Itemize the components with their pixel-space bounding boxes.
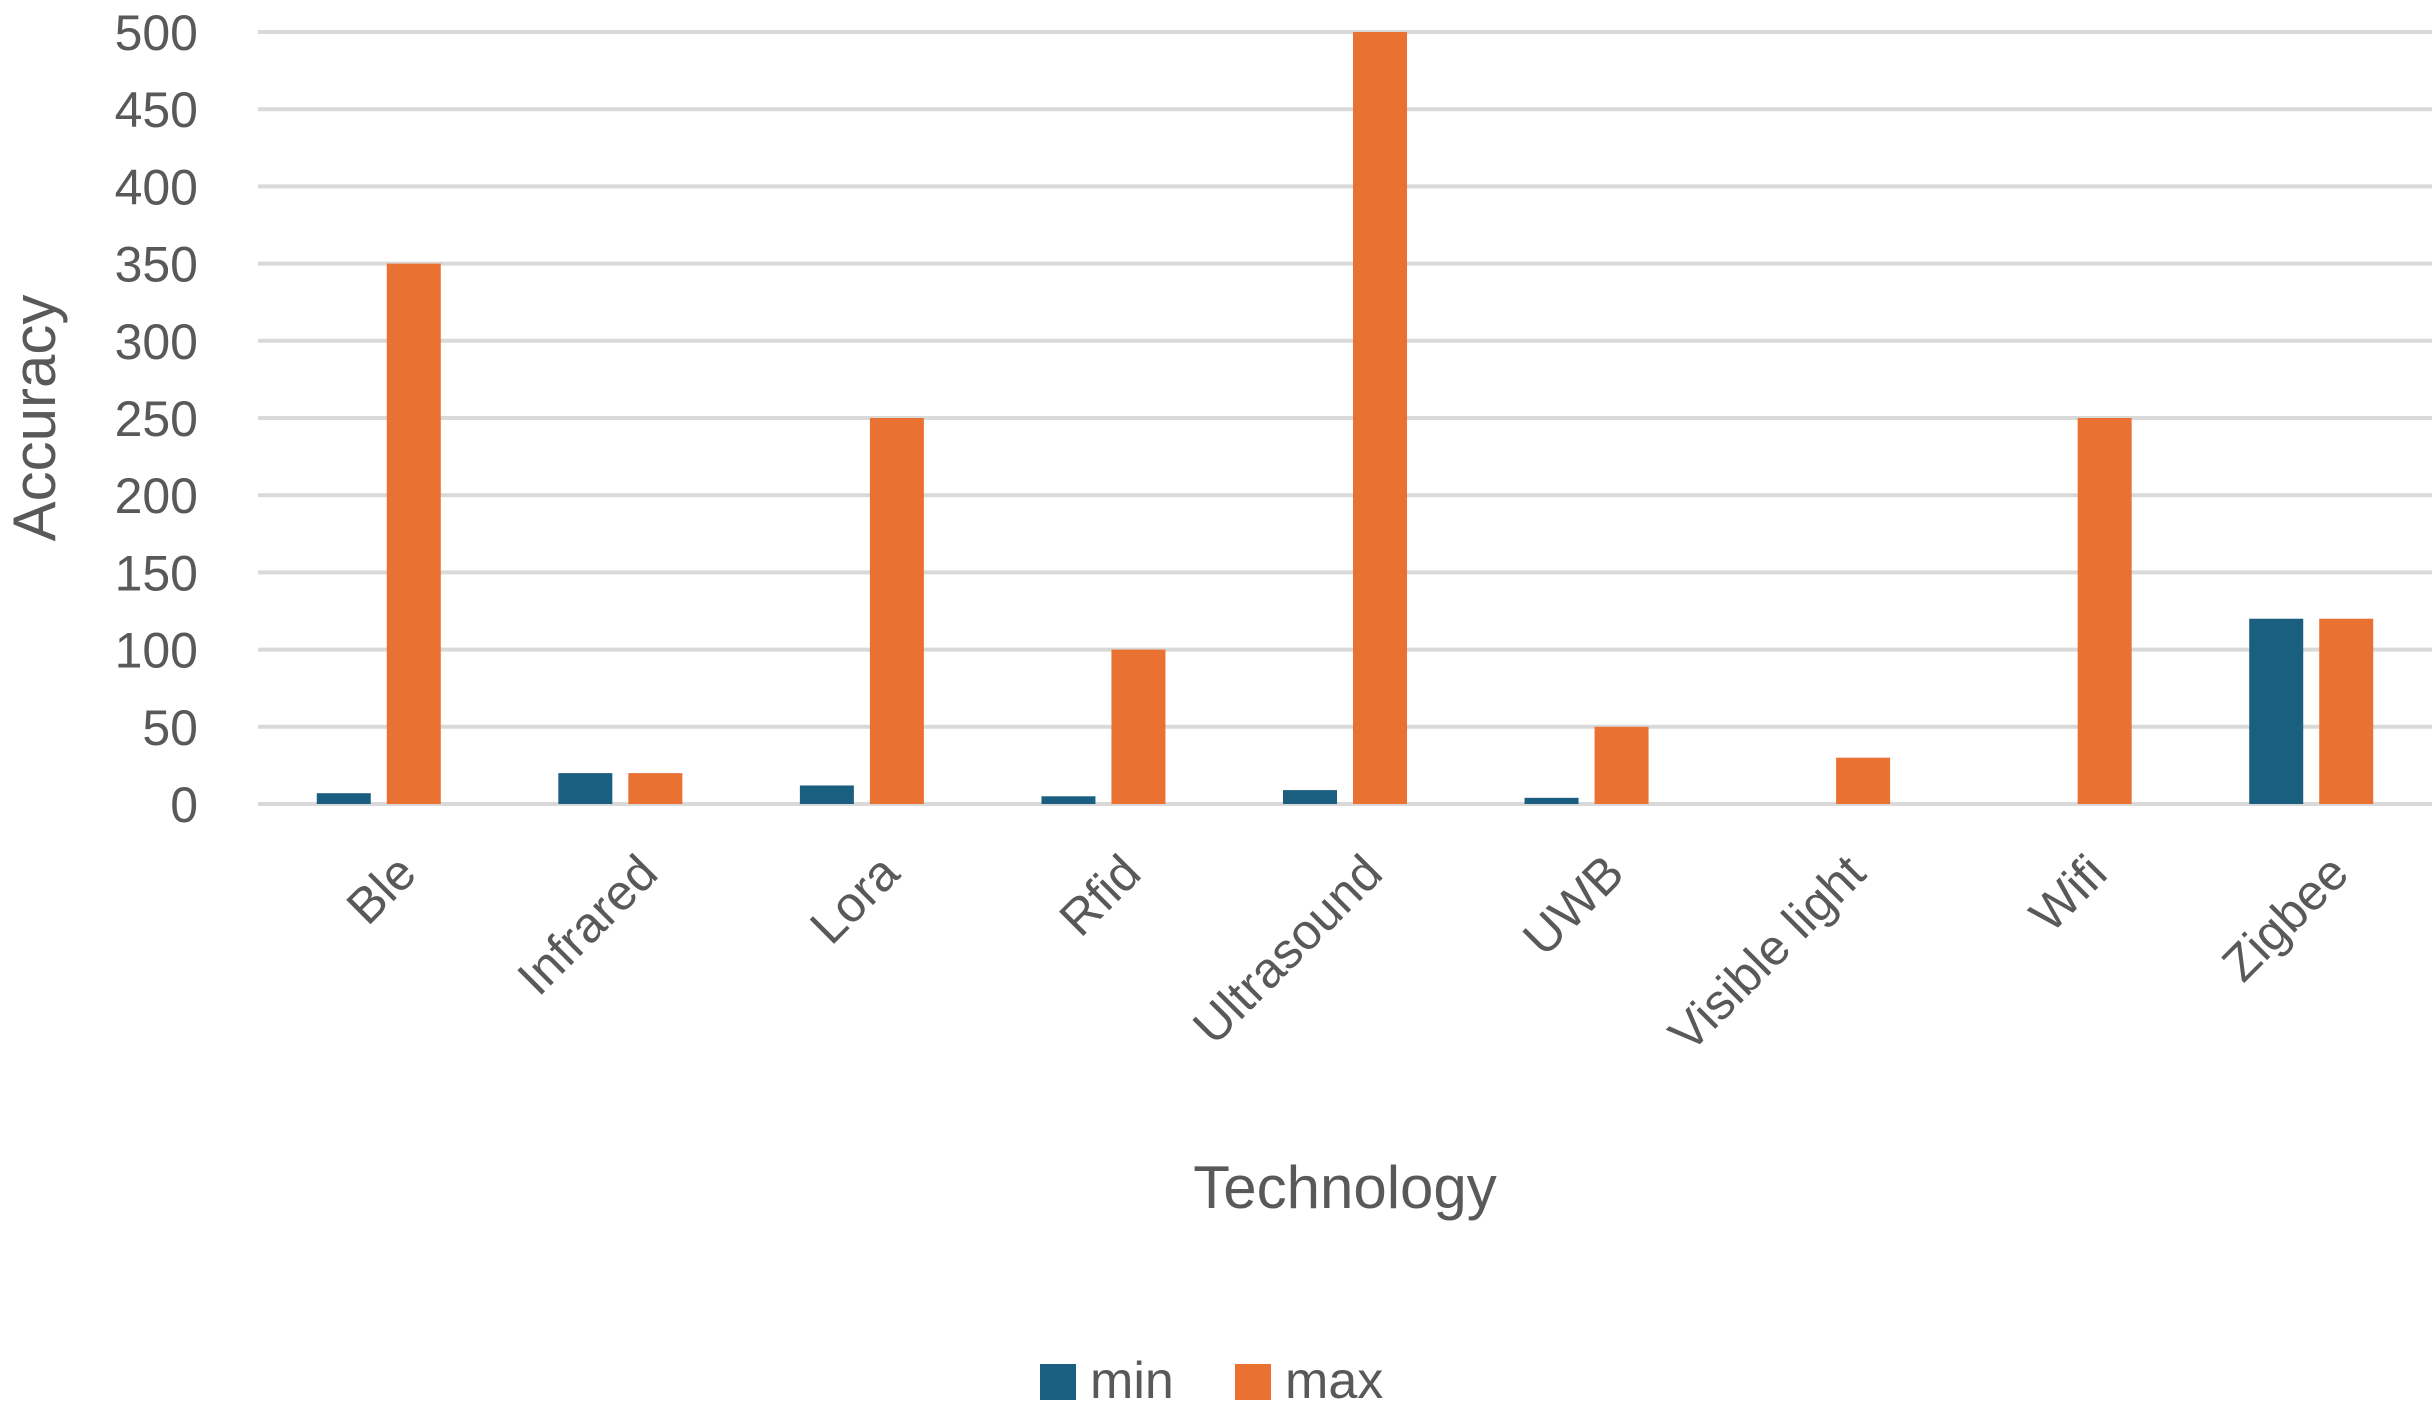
legend-label-min: min xyxy=(1090,1352,1174,1406)
x-axis-title: Technology xyxy=(1193,1154,1497,1221)
bars xyxy=(316,32,2374,805)
bar-min-rfid xyxy=(1041,796,1096,804)
legend-swatch-max xyxy=(1235,1364,1271,1400)
x-category-label: Rfid xyxy=(1049,844,1151,946)
y-axis-ticks: 0 50 100 150 200 250 300 350 400 450 500 xyxy=(115,5,198,833)
y-tick-label: 0 xyxy=(170,777,198,833)
bar-min-ultrasound xyxy=(1283,790,1337,804)
y-tick-label: 400 xyxy=(115,159,198,215)
x-category-label: Lora xyxy=(799,844,909,954)
bar-min-ble xyxy=(316,793,371,804)
bar-max-uwb xyxy=(1594,726,1649,804)
legend: min max xyxy=(1040,1352,1383,1406)
bar-max-lora xyxy=(869,418,924,804)
bar-min-lora xyxy=(799,785,854,804)
y-tick-label: 50 xyxy=(142,700,198,756)
x-category-label: Visible light xyxy=(1658,844,1876,1062)
bar-max-wifi xyxy=(2077,418,2132,804)
y-tick-label: 450 xyxy=(115,82,198,138)
y-tick-label: 100 xyxy=(115,623,198,679)
x-category-label: UWB xyxy=(1512,844,1634,966)
legend-label-max: max xyxy=(1285,1352,1383,1406)
bar-min-infrared xyxy=(558,773,613,804)
bar-max-zigbee xyxy=(2319,618,2374,804)
y-tick-label: 350 xyxy=(115,237,198,293)
y-tick-label: 500 xyxy=(115,5,198,61)
x-axis-categories: Ble Infrared Lora Rfid Ultrasound UWB Visible … xyxy=(336,844,2359,1062)
y-axis-title: Accuracy xyxy=(1,295,68,542)
x-category-label: Wifi xyxy=(2019,844,2118,943)
gridlines xyxy=(258,30,2432,806)
bar-max-infrared xyxy=(628,773,683,804)
y-tick-label: 200 xyxy=(115,468,198,524)
bar-max-ultrasound xyxy=(1353,32,1407,804)
y-tick-label: 150 xyxy=(115,545,198,601)
legend-swatch-min xyxy=(1040,1364,1076,1400)
x-category-label: Ultrasound xyxy=(1182,844,1393,1055)
bar-min-zigbee xyxy=(2249,618,2304,804)
bar-max-rfid xyxy=(1111,649,1166,804)
y-tick-label: 300 xyxy=(115,314,198,370)
bar-min-uwb xyxy=(1524,797,1579,804)
x-category-label: Ble xyxy=(336,844,427,935)
bar-max-visible-light xyxy=(1836,757,1891,804)
x-category-label: Zigbee xyxy=(2211,844,2359,992)
x-category-label: Infrared xyxy=(507,844,668,1005)
bar-max-ble xyxy=(386,263,441,805)
y-tick-label: 250 xyxy=(115,391,198,447)
